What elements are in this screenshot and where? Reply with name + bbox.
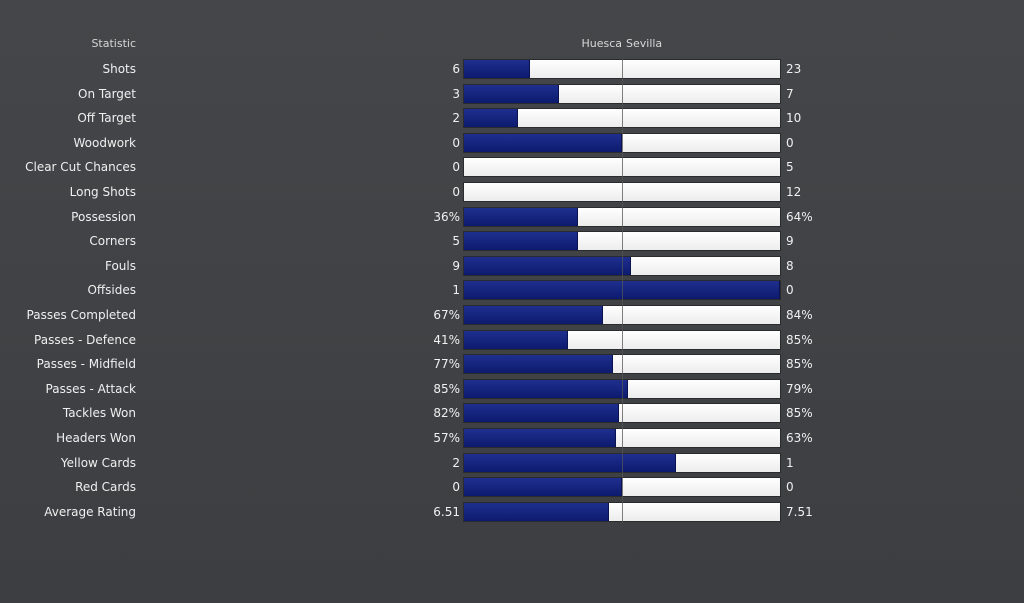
- home-value: 0: [452, 185, 460, 199]
- home-value: 1: [452, 283, 460, 297]
- home-share-fill: [464, 503, 610, 521]
- home-value: 82%: [433, 406, 460, 420]
- home-value: 77%: [433, 357, 460, 371]
- home-share-fill: [464, 232, 578, 250]
- home-value: 9: [452, 259, 460, 273]
- home-value: 41%: [433, 333, 460, 347]
- away-value: 23: [786, 62, 802, 76]
- home-share-fill: [464, 478, 622, 496]
- stat-label: Tackles Won: [62, 406, 136, 420]
- stat-label: Passes Completed: [26, 308, 136, 322]
- stat-label: Red Cards: [75, 480, 136, 494]
- stat-row: Woodwork 0 0: [0, 133, 1024, 155]
- stat-row: Tackles Won 82% 85%: [0, 403, 1024, 425]
- home-value: 67%: [433, 308, 460, 322]
- stat-label: Passes - Attack: [45, 382, 136, 396]
- away-value: 0: [786, 136, 794, 150]
- stat-label: Fouls: [104, 259, 136, 273]
- home-value: 6: [452, 62, 460, 76]
- stat-label: Woodwork: [73, 136, 136, 150]
- away-value: 64%: [786, 210, 813, 224]
- away-value: 7.51: [786, 505, 813, 519]
- home-share-fill: [464, 331, 569, 349]
- stat-label: Shots: [102, 62, 136, 76]
- stat-row: Yellow Cards 2 1: [0, 453, 1024, 475]
- statistic-column-header: Statistic: [91, 37, 136, 50]
- stat-row: Red Cards 0 0: [0, 477, 1024, 499]
- home-value: 85%: [433, 382, 460, 396]
- home-value: 2: [452, 111, 460, 125]
- away-value: 63%: [786, 431, 813, 445]
- home-share-fill: [464, 208, 578, 226]
- home-share-fill: [464, 306, 604, 324]
- home-team-header: Huesca: [581, 37, 622, 50]
- stat-row: Off Target 2 10: [0, 108, 1024, 130]
- home-share-fill: [464, 60, 531, 78]
- away-value: 85%: [786, 406, 813, 420]
- home-share-fill: [464, 85, 559, 103]
- stat-row: Passes - Defence 41% 85%: [0, 330, 1024, 352]
- away-value: 5: [786, 160, 794, 174]
- home-value: 0: [452, 160, 460, 174]
- stat-row: Headers Won 57% 63%: [0, 428, 1024, 450]
- stat-label: Yellow Cards: [60, 456, 136, 470]
- stat-label: Average Rating: [44, 505, 136, 519]
- stat-row: Offsides 1 0: [0, 280, 1024, 302]
- stat-row: Passes - Attack 85% 79%: [0, 379, 1024, 401]
- stat-row: Corners 5 9: [0, 231, 1024, 253]
- away-value: 0: [786, 480, 794, 494]
- stat-row: Fouls 9 8: [0, 256, 1024, 278]
- home-share-fill: [464, 404, 619, 422]
- stat-label: Headers Won: [56, 431, 136, 445]
- stat-row: Passes - Midfield 77% 85%: [0, 354, 1024, 376]
- stat-label: Passes - Defence: [34, 333, 136, 347]
- home-share-fill: [464, 257, 632, 275]
- stat-row: Possession 36% 64%: [0, 207, 1024, 229]
- stat-label: Possession: [71, 210, 136, 224]
- away-value: 8: [786, 259, 794, 273]
- home-share-fill: [464, 380, 629, 398]
- home-value: 6.51: [433, 505, 460, 519]
- home-value: 57%: [433, 431, 460, 445]
- stat-label: Passes - Midfield: [36, 357, 136, 371]
- away-value: 9: [786, 234, 794, 248]
- stat-label: Off Target: [77, 111, 136, 125]
- away-value: 85%: [786, 357, 813, 371]
- home-share-fill: [464, 134, 622, 152]
- away-value: 85%: [786, 333, 813, 347]
- home-value: 3: [452, 87, 460, 101]
- stat-row: On Target 3 7: [0, 84, 1024, 106]
- stat-label: Clear Cut Chances: [25, 160, 136, 174]
- home-value: 2: [452, 456, 460, 470]
- home-share-fill: [464, 429, 616, 447]
- home-share-fill: [464, 109, 518, 127]
- stat-label: On Target: [78, 87, 136, 101]
- center-divider: [622, 59, 623, 523]
- home-share-fill: [464, 454, 676, 472]
- away-value: 10: [786, 111, 802, 125]
- stat-row: Passes Completed 67% 84%: [0, 305, 1024, 327]
- away-value: 1: [786, 456, 794, 470]
- away-value: 0: [786, 283, 794, 297]
- home-share-fill: [464, 355, 613, 373]
- home-value: 5: [452, 234, 460, 248]
- away-value: 79%: [786, 382, 813, 396]
- stat-row: Long Shots 0 12: [0, 182, 1024, 204]
- stat-row: Shots 6 23: [0, 59, 1024, 81]
- stat-label: Long Shots: [69, 185, 136, 199]
- away-team-header: Sevilla: [626, 37, 663, 50]
- away-value: 12: [786, 185, 802, 199]
- away-value: 7: [786, 87, 794, 101]
- home-value: 0: [452, 136, 460, 150]
- stat-label: Offsides: [87, 283, 136, 297]
- stat-row: Average Rating 6.51 7.51: [0, 502, 1024, 524]
- stat-label: Corners: [89, 234, 136, 248]
- home-value: 36%: [433, 210, 460, 224]
- away-value: 84%: [786, 308, 813, 322]
- home-value: 0: [452, 480, 460, 494]
- stat-row: Clear Cut Chances 0 5: [0, 157, 1024, 179]
